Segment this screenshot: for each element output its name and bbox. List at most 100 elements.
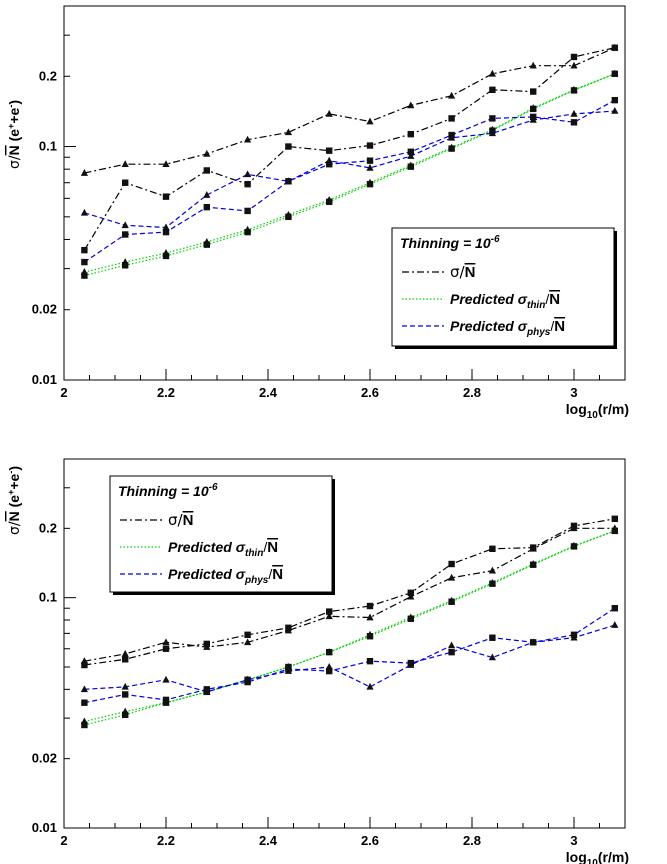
data-point-square	[448, 115, 455, 122]
data-point-triangle	[203, 149, 211, 157]
data-point-triangle	[80, 208, 88, 216]
data-point-triangle	[488, 566, 496, 574]
x-axis-title: log10(r/m)	[566, 401, 629, 421]
data-point-square	[366, 602, 374, 610]
legend-box	[109, 475, 333, 593]
data-point-square	[530, 105, 537, 113]
top-chart: 2 2.2 2.4 2.6 2.8 3 0.01 0.02 0.1 0.2 log10(r/m) σ/…	[6, 5, 629, 421]
data-point-square	[285, 213, 292, 221]
y-tick-label: 0.2	[39, 68, 57, 83]
legend-entry-thin: Predicted σthin/N	[450, 291, 560, 311]
data-point-square	[448, 131, 455, 139]
data-point-square	[611, 605, 618, 612]
x-tick-label: 2.6	[361, 385, 379, 400]
data-point-triangle	[570, 61, 578, 69]
data-point-triangle	[162, 675, 170, 683]
data-point-triangle	[611, 621, 619, 628]
data-point-square	[407, 148, 414, 155]
data-point-square	[285, 143, 292, 150]
data-point-triangle	[407, 592, 415, 600]
data-point-square	[162, 696, 170, 704]
data-point-triangle	[80, 685, 88, 693]
data-point-triangle	[448, 91, 456, 99]
legend-title: Thinning = 10-6	[118, 482, 218, 499]
data-point-square	[122, 656, 129, 663]
legend-entry-sigma: σ/N	[168, 511, 193, 529]
data-point-square	[203, 241, 210, 248]
data-point-triangle	[611, 106, 619, 114]
data-point-triangle	[448, 573, 456, 581]
data-point-square	[244, 180, 251, 188]
data-point-square	[407, 589, 414, 596]
legend-entry-phys: Predicted σphys/N	[168, 566, 283, 586]
data-point-triangle	[488, 653, 496, 661]
data-point-square	[244, 207, 251, 215]
data-point-square	[244, 228, 251, 236]
data-point-square	[122, 262, 129, 269]
data-point-square	[448, 560, 455, 568]
data-point-square	[326, 161, 333, 168]
series-line-thin-square	[84, 73, 616, 277]
y-tick-label: 0.02	[32, 751, 57, 766]
series-line-sigma-square	[84, 518, 615, 666]
data-point-square	[530, 639, 537, 646]
x-tick-label: 3	[570, 385, 577, 400]
data-point-triangle	[162, 160, 170, 168]
data-point-square	[448, 145, 455, 152]
data-point-triangle	[325, 109, 333, 117]
series-line-phys-triangle	[84, 110, 615, 229]
data-point-square	[203, 686, 210, 693]
x-tick-label: 2	[60, 833, 67, 848]
y-tick-label: 0.01	[32, 820, 57, 835]
data-point-square	[489, 115, 496, 122]
series-line-sigma-triangle	[84, 527, 615, 662]
data-point-square	[489, 580, 496, 587]
data-point-triangle	[284, 128, 292, 136]
series-line-phys-triangle	[84, 624, 615, 693]
data-point-square	[448, 598, 455, 605]
x-axis-title: log10(r/m)	[566, 849, 629, 864]
data-point-triangle	[244, 638, 252, 646]
legend-title: Thinning = 10-6	[400, 234, 500, 251]
series-line-sigma-square	[83, 47, 615, 251]
x-tick-label: 2.2	[157, 385, 175, 400]
data-point-triangle	[325, 612, 333, 620]
x-tick-label: 2.4	[259, 833, 278, 848]
data-point-square	[489, 634, 496, 641]
data-point-square	[81, 661, 88, 669]
data-point-square	[122, 711, 129, 719]
data-point-square	[162, 193, 170, 200]
series-line-thin-triangle	[84, 73, 616, 273]
data-point-triangle	[407, 101, 415, 109]
data-point-square	[530, 88, 537, 95]
data-point-triangle	[448, 641, 456, 649]
data-point-triangle	[162, 638, 170, 646]
data-point-square	[570, 119, 578, 126]
y-axis-title: σ/N (e++e-)	[6, 466, 23, 535]
y-axis-title: σ/N (e++e-)	[6, 100, 23, 169]
data-point-square	[81, 258, 88, 266]
legend-entry-thin: Predicted σthin/N	[168, 539, 278, 559]
data-point-square	[570, 87, 578, 94]
y-tick-label: 0.01	[32, 372, 57, 387]
data-point-triangle	[121, 682, 129, 690]
data-point-square	[611, 70, 618, 77]
data-point-triangle	[162, 223, 170, 231]
data-point-square	[162, 252, 170, 260]
y-tick-label: 0.02	[32, 302, 57, 317]
data-point-triangle	[570, 109, 578, 117]
data-point-square	[203, 203, 210, 211]
data-point-triangle	[121, 221, 129, 229]
data-point-square	[407, 659, 414, 667]
data-point-square	[530, 113, 537, 121]
data-point-square	[489, 545, 496, 552]
data-point-square	[326, 608, 333, 615]
series-line-sigma-triangle	[84, 47, 616, 174]
data-point-square	[326, 648, 333, 656]
data-point-square	[366, 142, 374, 149]
data-point-square	[407, 130, 414, 138]
data-point-square	[366, 657, 374, 665]
data-point-square	[162, 645, 170, 652]
data-point-square	[285, 624, 292, 631]
data-point-square	[407, 615, 414, 622]
